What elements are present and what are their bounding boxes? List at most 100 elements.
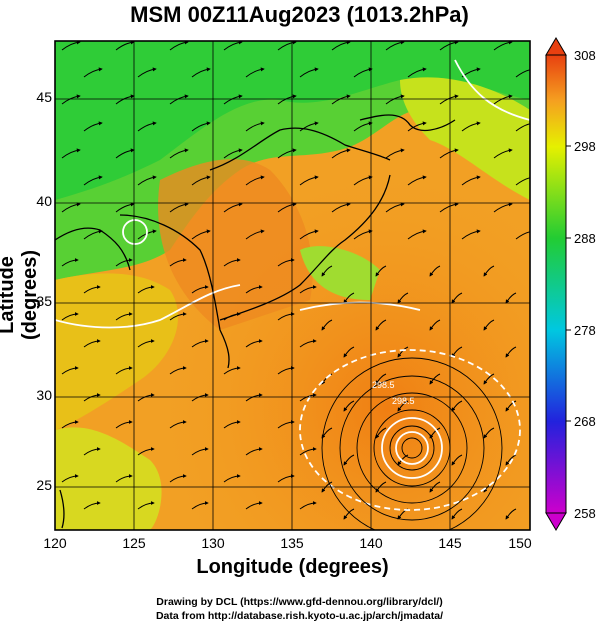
- streamline-arrow: [397, 292, 409, 304]
- streamline-arrow: [299, 393, 317, 402]
- streamline-arrow: [331, 41, 351, 51]
- streamline-arrow: [375, 427, 387, 439]
- streamline-arrow: [385, 202, 405, 213]
- streamline-arrow: [299, 285, 317, 294]
- streamline-arrow: [407, 175, 427, 186]
- streamline-arrow: [137, 447, 155, 456]
- streamline-arrow: [493, 41, 513, 51]
- streamline-arrow: [169, 148, 189, 159]
- streamline-arrow: [137, 121, 157, 132]
- streamline-arrow: [429, 265, 441, 277]
- streamline-arrow: [61, 312, 79, 321]
- streamline-arrow: [169, 258, 187, 267]
- streamline-arrow: [245, 229, 265, 240]
- streamline-arrow: [429, 481, 441, 493]
- streamline-arrow: [191, 447, 209, 456]
- streamline-arrow: [277, 312, 295, 321]
- streamline-arrow: [191, 501, 209, 510]
- streamline-arrow: [343, 454, 355, 466]
- streamline-arrow: [277, 148, 297, 159]
- contour-label: 298.5: [392, 396, 415, 406]
- streamline-arrow: [331, 148, 351, 159]
- streamline-arrow: [343, 400, 355, 412]
- streamline-arrow: [505, 508, 517, 520]
- typhoon-spiral: [321, 357, 503, 530]
- streamline-arrow: [223, 94, 243, 105]
- x-tick-label: 150: [508, 535, 532, 551]
- streamline-arrow: [83, 339, 101, 348]
- streamline-arrow: [191, 67, 211, 78]
- streamline-arrow: [245, 339, 263, 348]
- streamline-arrow: [299, 121, 319, 132]
- streamline-arrow: [115, 366, 133, 375]
- streamline-arrow: [331, 202, 351, 213]
- streamline-arrow: [191, 339, 209, 348]
- streamline-arrow: [277, 366, 295, 375]
- colorbar-tick-label: 288: [574, 231, 596, 246]
- streamline-arrow: [83, 393, 101, 402]
- streamline-arrow: [451, 292, 463, 304]
- streamline-arrow: [493, 202, 513, 213]
- streamline-arrow: [83, 121, 103, 132]
- streamline-arrow: [515, 123, 530, 132]
- streamline-arrow: [493, 148, 513, 159]
- streamline-arrow: [137, 339, 155, 348]
- streamline-arrow: [115, 258, 133, 267]
- streamline-arrow: [245, 501, 263, 510]
- x-tick-label: 120: [43, 535, 67, 551]
- streamline-arrow: [515, 231, 530, 240]
- streamline-arrow: [61, 202, 81, 213]
- colorbar-max-arrow: [545, 37, 567, 56]
- streamline-arrow: [245, 285, 263, 294]
- streamline-arrow: [223, 366, 241, 375]
- streamline-arrow: [429, 319, 441, 331]
- streamline-arrow: [169, 474, 187, 483]
- x-tick-label: 140: [359, 535, 383, 551]
- streamline-arrow: [515, 177, 530, 186]
- colorbar-tick-label: 298: [574, 139, 596, 154]
- streamline-arrow: [299, 229, 319, 240]
- x-axis-label: Longitude (degrees): [196, 556, 389, 578]
- streamline-arrow: [169, 202, 189, 213]
- streamline-arrow: [191, 393, 209, 402]
- streamline-arrow: [451, 508, 463, 520]
- credit-drawing: Drawing by DCL (https://www.gfd-dennou.o…: [156, 596, 443, 608]
- streamline-arrow: [61, 94, 81, 105]
- y-tick-label: 45: [36, 89, 52, 105]
- streamline-arrow: [353, 121, 373, 132]
- streamline-arrow: [83, 175, 103, 186]
- colorbar-tick-label: 258: [574, 506, 596, 521]
- streamline-arrow: [299, 447, 317, 456]
- streamline-arrow: [439, 41, 459, 51]
- y-tick-label: 35: [36, 293, 52, 309]
- streamline-arrow: [61, 366, 79, 375]
- streamline-arrow: [429, 373, 441, 385]
- streamline-arrow: [397, 400, 409, 412]
- streamline-arrow: [245, 175, 265, 186]
- y-tick-label: 30: [36, 387, 52, 403]
- streamline-arrow: [277, 41, 297, 51]
- streamline-arrow: [245, 67, 265, 78]
- streamline-arrow: [169, 312, 187, 321]
- streamline-arrow: [353, 229, 373, 240]
- streamline-arrow: [115, 202, 135, 213]
- streamline-arrow: [353, 67, 373, 78]
- streamline-arrow: [223, 148, 243, 159]
- streamline-arrow: [451, 400, 463, 412]
- chart-title: MSM 00Z11Aug2023 (1013.2hPa): [130, 2, 469, 27]
- streamline-arrow: [385, 148, 405, 159]
- streamline-arrow: [61, 148, 81, 159]
- streamline-arrow: [321, 481, 333, 493]
- colorbar-tick-label: 278: [574, 323, 596, 338]
- streamline-arrow: [191, 121, 211, 132]
- streamline-arrow: [115, 41, 135, 51]
- typhoon-contours: [299, 349, 521, 511]
- streamline-arrow: [137, 501, 155, 510]
- streamline-arrow: [115, 94, 135, 105]
- streamline-arrow: [353, 175, 373, 186]
- streamline-arrow: [191, 229, 211, 240]
- isotherm-contours: [55, 59, 530, 329]
- streamline-arrow: [483, 427, 495, 439]
- streamline-arrow: [461, 121, 481, 132]
- streamline-arrow: [343, 346, 355, 358]
